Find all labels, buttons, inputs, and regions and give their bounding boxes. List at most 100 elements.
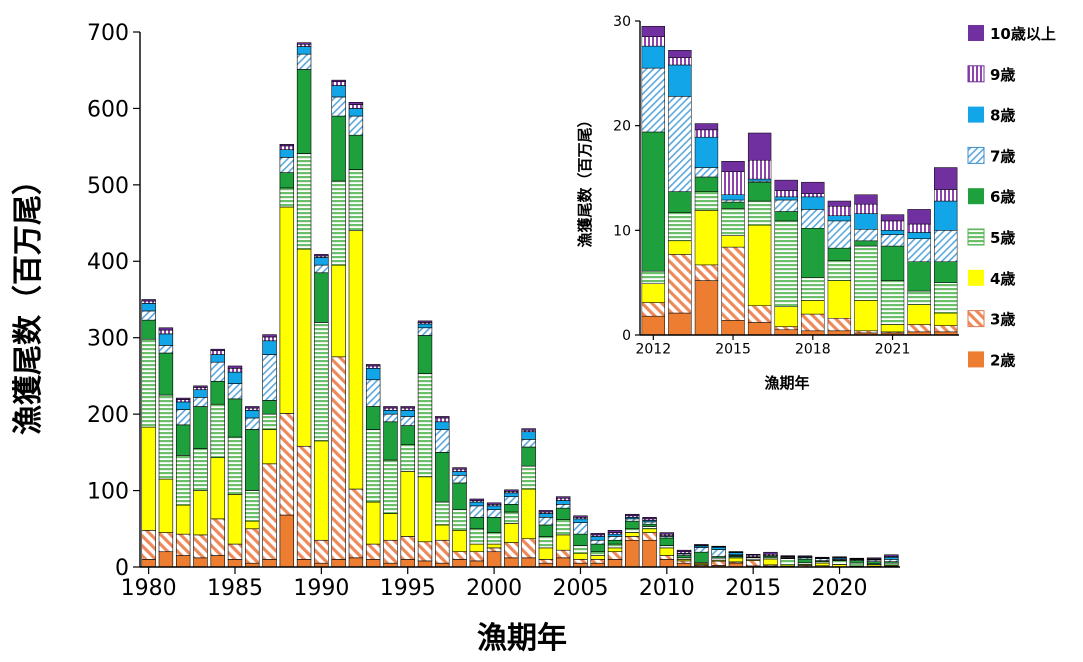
inset-bar-2018-8歳 <box>801 196 825 210</box>
main-bar-2018-6歳 <box>797 558 813 564</box>
main-bar-2007-8歳 <box>607 533 623 537</box>
main-bar-1984-7歳 <box>210 361 225 382</box>
inset-bar-2021-4歳 <box>880 324 905 333</box>
main-bar-1981-3歳 <box>158 532 174 553</box>
main-bar-1995-3歳 <box>400 536 415 560</box>
main-bar-2003-4歳 <box>538 547 554 560</box>
inset-bar-2013-8歳 <box>668 64 692 97</box>
main-bar-1988-3歳 <box>279 413 295 516</box>
main-bar-2017-10歳以上 <box>780 555 795 557</box>
inset-bar-2020-3歳 <box>854 330 878 334</box>
main-bar-2004-3歳 <box>555 549 571 559</box>
main-bar-2005-10歳以上 <box>573 515 588 518</box>
legend-swatch-2歳 <box>968 351 984 368</box>
main-bar-2012-10歳以上 <box>694 544 709 546</box>
inset-x-tick-label: 2012 <box>635 341 671 357</box>
main-bar-2001-8歳 <box>504 492 519 497</box>
main-bar-1991-7歳 <box>331 96 346 117</box>
main-bar-1990-10歳以上 <box>314 254 329 257</box>
main-bar-1998-8歳 <box>452 471 467 476</box>
main-y-axis-title: 漁獲尾数（百万尾） <box>11 165 46 435</box>
main-bar-1997-7歳 <box>435 429 450 453</box>
main-bar-1993-7歳 <box>365 379 381 407</box>
main-bar-1986-8歳 <box>245 410 260 419</box>
main-bar-1995-6歳 <box>400 425 415 446</box>
main-bar-1991-4歳 <box>331 264 346 358</box>
inset-bar-2017-3歳 <box>774 326 798 331</box>
main-bar-1996-2歳 <box>417 560 433 568</box>
main-bar-2013-7歳 <box>711 549 726 557</box>
inset-bar-2022-9歳 <box>907 223 931 233</box>
main-bar-1994-5歳 <box>383 459 398 514</box>
inset-bar-2017-5歳 <box>774 220 798 307</box>
main-bar-1997-10歳以上 <box>435 416 450 419</box>
main-bar-2023-10歳以上 <box>884 554 899 557</box>
legend-label-7歳: 7歳 <box>990 147 1015 165</box>
inset-bar-2020-4歳 <box>854 300 878 332</box>
main-bar-2001-2歳 <box>504 557 519 568</box>
inset-bar-2015-10歳以上 <box>721 161 745 172</box>
main-bar-2012-7歳 <box>694 547 709 553</box>
main-bar-1986-5歳 <box>245 490 260 522</box>
main-bar-2008-5歳 <box>625 528 640 533</box>
main-bar-2001-10歳以上 <box>504 489 519 492</box>
main-bar-1985-6歳 <box>227 398 243 438</box>
inset-bar-2016-3歳 <box>747 305 772 323</box>
main-bar-1980-3歳 <box>141 530 156 560</box>
main-bar-2006-4歳 <box>590 555 605 560</box>
legend-swatch-5歳 <box>967 228 985 246</box>
legend: 10歳以上 9歳 8歳 7歳 6歳 5歳 4歳 3歳 2歳 <box>967 25 1056 369</box>
main-bar-1996-3歳 <box>417 541 433 562</box>
main-bar-2011-10歳以上 <box>676 549 692 553</box>
inset-bar-2016-4歳 <box>747 224 772 306</box>
main-bar-2013-8歳 <box>711 546 726 550</box>
main-bar-1990-3歳 <box>314 539 329 564</box>
inset-bar-2017-2歳 <box>774 329 798 336</box>
main-bar-2008-4歳 <box>625 532 640 537</box>
main-bar-1993-3歳 <box>365 543 381 560</box>
inset-bar-2016-6歳 <box>747 181 772 202</box>
inset-bar-2020-7歳 <box>854 229 878 242</box>
main-bar-1989-4歳 <box>296 248 312 447</box>
main-bar-1989-6歳 <box>296 69 312 154</box>
main-bar-2010-4歳 <box>659 547 675 556</box>
main-bar-1986-3歳 <box>245 528 260 564</box>
main-bar-1980-4歳 <box>141 426 156 531</box>
inset-bar-2012-8歳 <box>641 45 665 69</box>
inset-bar-2023-10歳以上 <box>934 167 958 190</box>
inset-x-tick-label: 2018 <box>795 341 831 357</box>
main-bar-1998-6歳 <box>452 482 467 510</box>
main-bar-1995-2歳 <box>400 559 415 568</box>
inset-y-tick-label: 0 <box>622 328 631 344</box>
main-bar-1996-7歳 <box>417 327 433 336</box>
main-bar-1988-2歳 <box>279 514 295 568</box>
main-bar-2003-7歳 <box>538 517 554 526</box>
inset-bar-2014-6歳 <box>694 176 719 192</box>
inset-bar-2013-3歳 <box>668 254 692 314</box>
main-bar-1987-3歳 <box>262 463 277 560</box>
main-bar-1991-5歳 <box>331 180 346 266</box>
main-bar-2002-2歳 <box>521 557 536 568</box>
inset-bar-2023-5歳 <box>934 282 958 314</box>
main-bar-1987-5歳 <box>262 413 277 430</box>
inset-bar-2019-4歳 <box>827 280 852 319</box>
main-bar-2007-10歳以上 <box>607 530 623 533</box>
main-bar-1988-7歳 <box>279 157 295 173</box>
main-x-tick-label: 1985 <box>207 576 263 601</box>
main-bar-1991-9歳 <box>331 81 346 86</box>
main-bar-1983-8歳 <box>193 389 208 398</box>
inset-bar-2013-5歳 <box>668 212 692 242</box>
main-bar-2006-5歳 <box>590 551 605 556</box>
main-bar-1998-3歳 <box>452 551 467 560</box>
main-bar-1995-5歳 <box>400 444 415 472</box>
legend-swatch-3歳 <box>967 310 985 328</box>
inset-bar-2020-6歳 <box>854 240 878 247</box>
inset-bar-2012-5歳 <box>641 270 665 284</box>
legend-label-8歳: 8歳 <box>990 107 1015 125</box>
inset-bar-2013-6歳 <box>668 191 692 213</box>
inset-bar-2014-7歳 <box>694 167 719 178</box>
inset-bar-2012-6歳 <box>641 131 665 272</box>
main-bar-2000-2歳 <box>486 551 502 568</box>
main-bar-2002-7歳 <box>521 439 536 448</box>
main-bar-1984-3歳 <box>210 518 225 556</box>
